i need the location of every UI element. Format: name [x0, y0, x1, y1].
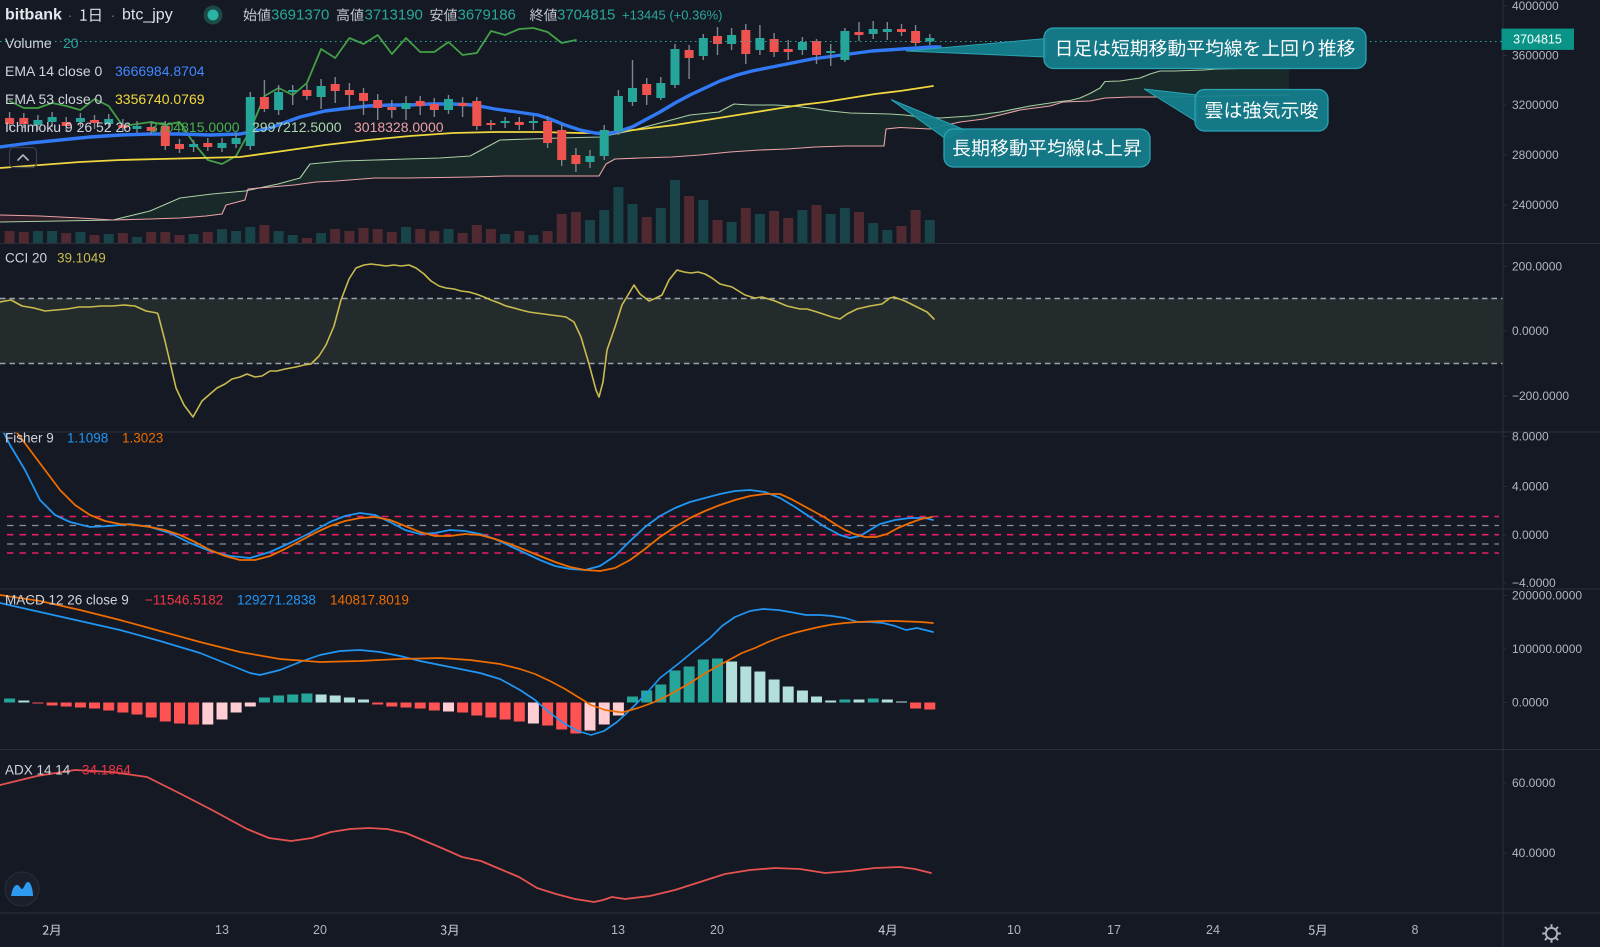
svg-text:60.0000: 60.0000	[1512, 776, 1556, 790]
svg-text:3679186: 3679186	[458, 7, 516, 24]
svg-text:3713190: 3713190	[365, 7, 423, 24]
svg-text:39.1049: 39.1049	[57, 251, 106, 266]
svg-text:17: 17	[1107, 923, 1121, 937]
svg-text:EMA 53 close 0: EMA 53 close 0	[5, 91, 102, 107]
svg-text:bitbank: bitbank	[5, 7, 62, 24]
svg-text:Fisher 9: Fisher 9	[5, 431, 54, 446]
svg-text:·: ·	[111, 7, 116, 23]
svg-text:3018328.0000: 3018328.0000	[354, 119, 444, 135]
svg-text:3704815: 3704815	[1513, 33, 1562, 47]
svg-text:EMA 14 close 0: EMA 14 close 0	[5, 63, 102, 79]
svg-text:20: 20	[710, 923, 724, 937]
svg-text:2800000: 2800000	[1512, 148, 1559, 162]
svg-text:−200.0000: −200.0000	[1512, 389, 1569, 403]
svg-text:3666984.8704: 3666984.8704	[115, 63, 205, 79]
svg-text:34.1864: 34.1864	[82, 763, 131, 778]
svg-text:20: 20	[63, 35, 79, 51]
svg-text:4000000: 4000000	[1512, 0, 1559, 13]
svg-text:+13445 (+0.36%): +13445 (+0.36%)	[622, 8, 722, 23]
svg-text:3704815.0000: 3704815.0000	[150, 119, 240, 135]
svg-text:100000.0000: 100000.0000	[1512, 642, 1582, 656]
svg-text:2400000: 2400000	[1512, 198, 1559, 212]
svg-text:20: 20	[313, 923, 327, 937]
svg-text:0.0000: 0.0000	[1512, 528, 1549, 542]
svg-text:200.0000: 200.0000	[1512, 260, 1562, 274]
svg-text:140817.8019: 140817.8019	[330, 593, 409, 608]
svg-text:Ichimoku 9 26 52 26: Ichimoku 9 26 52 26	[5, 119, 131, 135]
svg-text:8: 8	[1412, 923, 1419, 937]
svg-text:Volume: Volume	[5, 35, 52, 51]
svg-text:24: 24	[1206, 923, 1220, 937]
svg-text:3600000: 3600000	[1512, 49, 1559, 63]
svg-text:4.0000: 4.0000	[1512, 480, 1549, 494]
svg-text:·: ·	[68, 7, 73, 23]
svg-text:13: 13	[611, 923, 625, 937]
svg-text:13: 13	[215, 923, 229, 937]
svg-text:40.0000: 40.0000	[1512, 846, 1556, 860]
svg-text:btc_jpy: btc_jpy	[122, 7, 173, 24]
svg-text:1.3023: 1.3023	[122, 431, 163, 446]
svg-text:3356740.0769: 3356740.0769	[115, 91, 205, 107]
svg-text:3200000: 3200000	[1512, 98, 1559, 112]
svg-text:0.0000: 0.0000	[1512, 324, 1549, 338]
svg-text:−4.0000: −4.0000	[1512, 576, 1556, 590]
svg-text:3704815: 3704815	[557, 7, 615, 24]
svg-text:2997212.5000: 2997212.5000	[252, 119, 342, 135]
svg-text:CCI 20: CCI 20	[5, 251, 47, 266]
svg-text:0.0000: 0.0000	[1512, 696, 1549, 710]
svg-text:ADX 14 14: ADX 14 14	[5, 763, 71, 778]
svg-text:8.0000: 8.0000	[1512, 430, 1549, 444]
svg-text:1.1098: 1.1098	[67, 431, 108, 446]
svg-text:10: 10	[1007, 923, 1021, 937]
svg-text:3691370: 3691370	[271, 7, 329, 24]
svg-text:129271.2838: 129271.2838	[237, 593, 316, 608]
svg-text:MACD 12 26 close 9: MACD 12 26 close 9	[5, 593, 129, 608]
svg-text:200000.0000: 200000.0000	[1512, 589, 1582, 603]
svg-text:−11546.5182: −11546.5182	[145, 593, 223, 608]
